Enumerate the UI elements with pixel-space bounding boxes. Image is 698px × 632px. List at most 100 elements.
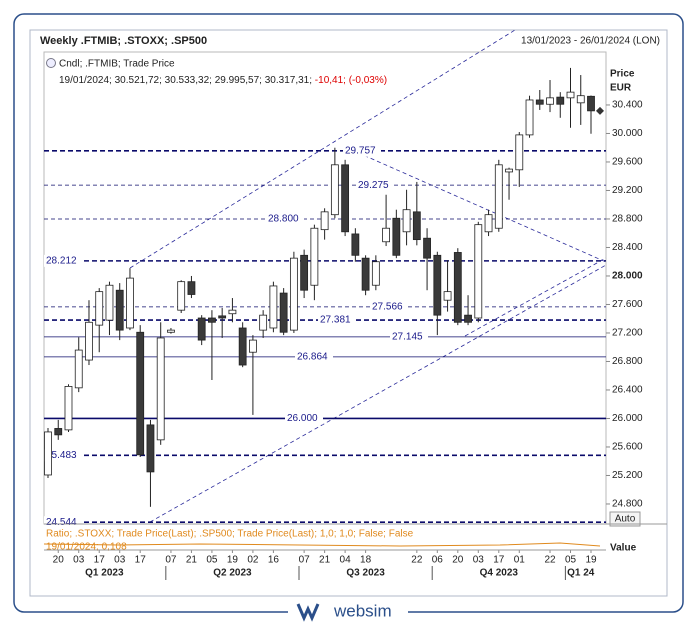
candle-body [115, 289, 124, 331]
quarter-label: Q1 2023 [85, 568, 124, 579]
level-label: 28.212 [46, 256, 77, 267]
candle-body [300, 254, 309, 291]
date-range: 13/01/2023 - 26/01/2024 (LON) [521, 36, 660, 47]
brand: websim [288, 600, 408, 624]
level-label-bg [285, 412, 323, 425]
x-tick-label: 01 [514, 555, 526, 566]
candle-body [126, 277, 134, 329]
level-label: 26.864 [297, 352, 328, 363]
x-tick-label: 16 [268, 555, 280, 566]
y-tick-label: 30.400 [612, 100, 643, 111]
candle-body [105, 284, 114, 321]
candle-body [330, 164, 339, 216]
candle-body [74, 349, 83, 389]
y-tick-label: 29.600 [612, 157, 643, 168]
x-tick-label: 20 [452, 555, 464, 566]
trend-line [344, 146, 607, 263]
level-label-bg [44, 449, 82, 462]
candle-body [208, 317, 216, 323]
y-tick-label: 28.000 [612, 271, 643, 282]
x-tick-label: 19 [227, 555, 239, 566]
trend-line [464, 257, 607, 337]
candle-body [44, 431, 52, 476]
level-label: 27.145 [392, 332, 423, 343]
candle-body [576, 95, 585, 104]
level-label-bg [356, 179, 394, 192]
y-tick-label: 26.400 [612, 385, 643, 396]
x-tick-label: 02 [247, 555, 259, 566]
level-label-bg [295, 350, 333, 363]
candle-body [412, 211, 421, 241]
trend-line [149, 264, 607, 523]
candle-body [566, 91, 575, 99]
y-tick-label: 24.800 [612, 499, 643, 510]
y-tick-label: 27.200 [612, 328, 643, 339]
candle-body [228, 309, 237, 315]
level-label-bg [44, 254, 82, 267]
legend-icon [46, 58, 56, 68]
quarter-label: Q2 2023 [213, 568, 252, 579]
candle-body [249, 339, 257, 353]
candle-body [423, 237, 431, 259]
candle-body [310, 227, 319, 286]
candle-body [64, 386, 73, 431]
auto-button-label[interactable]: Auto [615, 514, 636, 525]
legend-values: 19/01/2024; 30.521,72; 30.533,32; 29.995… [59, 75, 387, 86]
y-tick-label: 25.200 [612, 470, 643, 481]
candle-body [587, 95, 595, 112]
x-tick-label: 03 [73, 555, 85, 566]
y-tick-label: 27.600 [612, 299, 643, 310]
x-tick-label: 05 [206, 555, 218, 566]
axes: 24.800 25.200 25.600 26.000 26.400 26.800 27.2… [53, 100, 643, 580]
candle-body [289, 257, 298, 331]
candle-body [197, 317, 206, 341]
candle-body [402, 209, 411, 233]
x-tick-label: 21 [186, 555, 198, 566]
candle-body [505, 168, 513, 173]
candle-body [443, 291, 452, 301]
x-tick-label: 17 [135, 555, 147, 566]
y-tick-label: 26.000 [612, 413, 643, 424]
x-tick-label: 17 [493, 555, 505, 566]
y-tick-label: 28.400 [612, 242, 643, 253]
candle-body [494, 164, 503, 229]
level-label-bg [318, 314, 356, 327]
candle-body [484, 214, 493, 233]
level-label: 25.483 [46, 450, 77, 461]
level-label-bg [390, 330, 428, 343]
y-tick-label: 29.200 [612, 185, 643, 196]
y-tick-label: 30.000 [612, 128, 643, 139]
y-axis-label: EUR [610, 83, 632, 94]
candle-body [453, 252, 462, 323]
level-label-bg [44, 516, 82, 529]
candle-body [546, 97, 554, 105]
candles [44, 67, 604, 507]
candle-body [341, 164, 350, 233]
candle-body [351, 233, 360, 256]
candle-body [464, 314, 472, 323]
legend-change: -10,41; (-0,03%) [315, 75, 387, 86]
lower-legend-values: 19/01/2024; 0,108 [46, 542, 127, 553]
candle-body [136, 331, 145, 456]
candle-body [515, 134, 524, 171]
level-label: 27.566 [372, 302, 403, 313]
candle-body [259, 314, 268, 331]
auto-button[interactable] [609, 511, 641, 527]
candle-body [556, 96, 565, 105]
y-tick-label: 26.800 [612, 356, 643, 367]
trend-lines [129, 29, 607, 523]
x-tick-label: 18 [360, 555, 372, 566]
y-axis-label: Price [610, 69, 635, 80]
candle-body [382, 227, 390, 243]
y-tick-label: 25.600 [612, 442, 643, 453]
candle-body [177, 281, 186, 311]
trend-line [129, 29, 516, 269]
candle-body [433, 254, 442, 316]
candle-body [525, 99, 534, 136]
candle-body [371, 261, 380, 286]
level-label-bg [266, 212, 304, 225]
x-tick-label: 03 [114, 555, 126, 566]
x-tick-label: 04 [340, 555, 352, 566]
candle-body [146, 424, 155, 473]
